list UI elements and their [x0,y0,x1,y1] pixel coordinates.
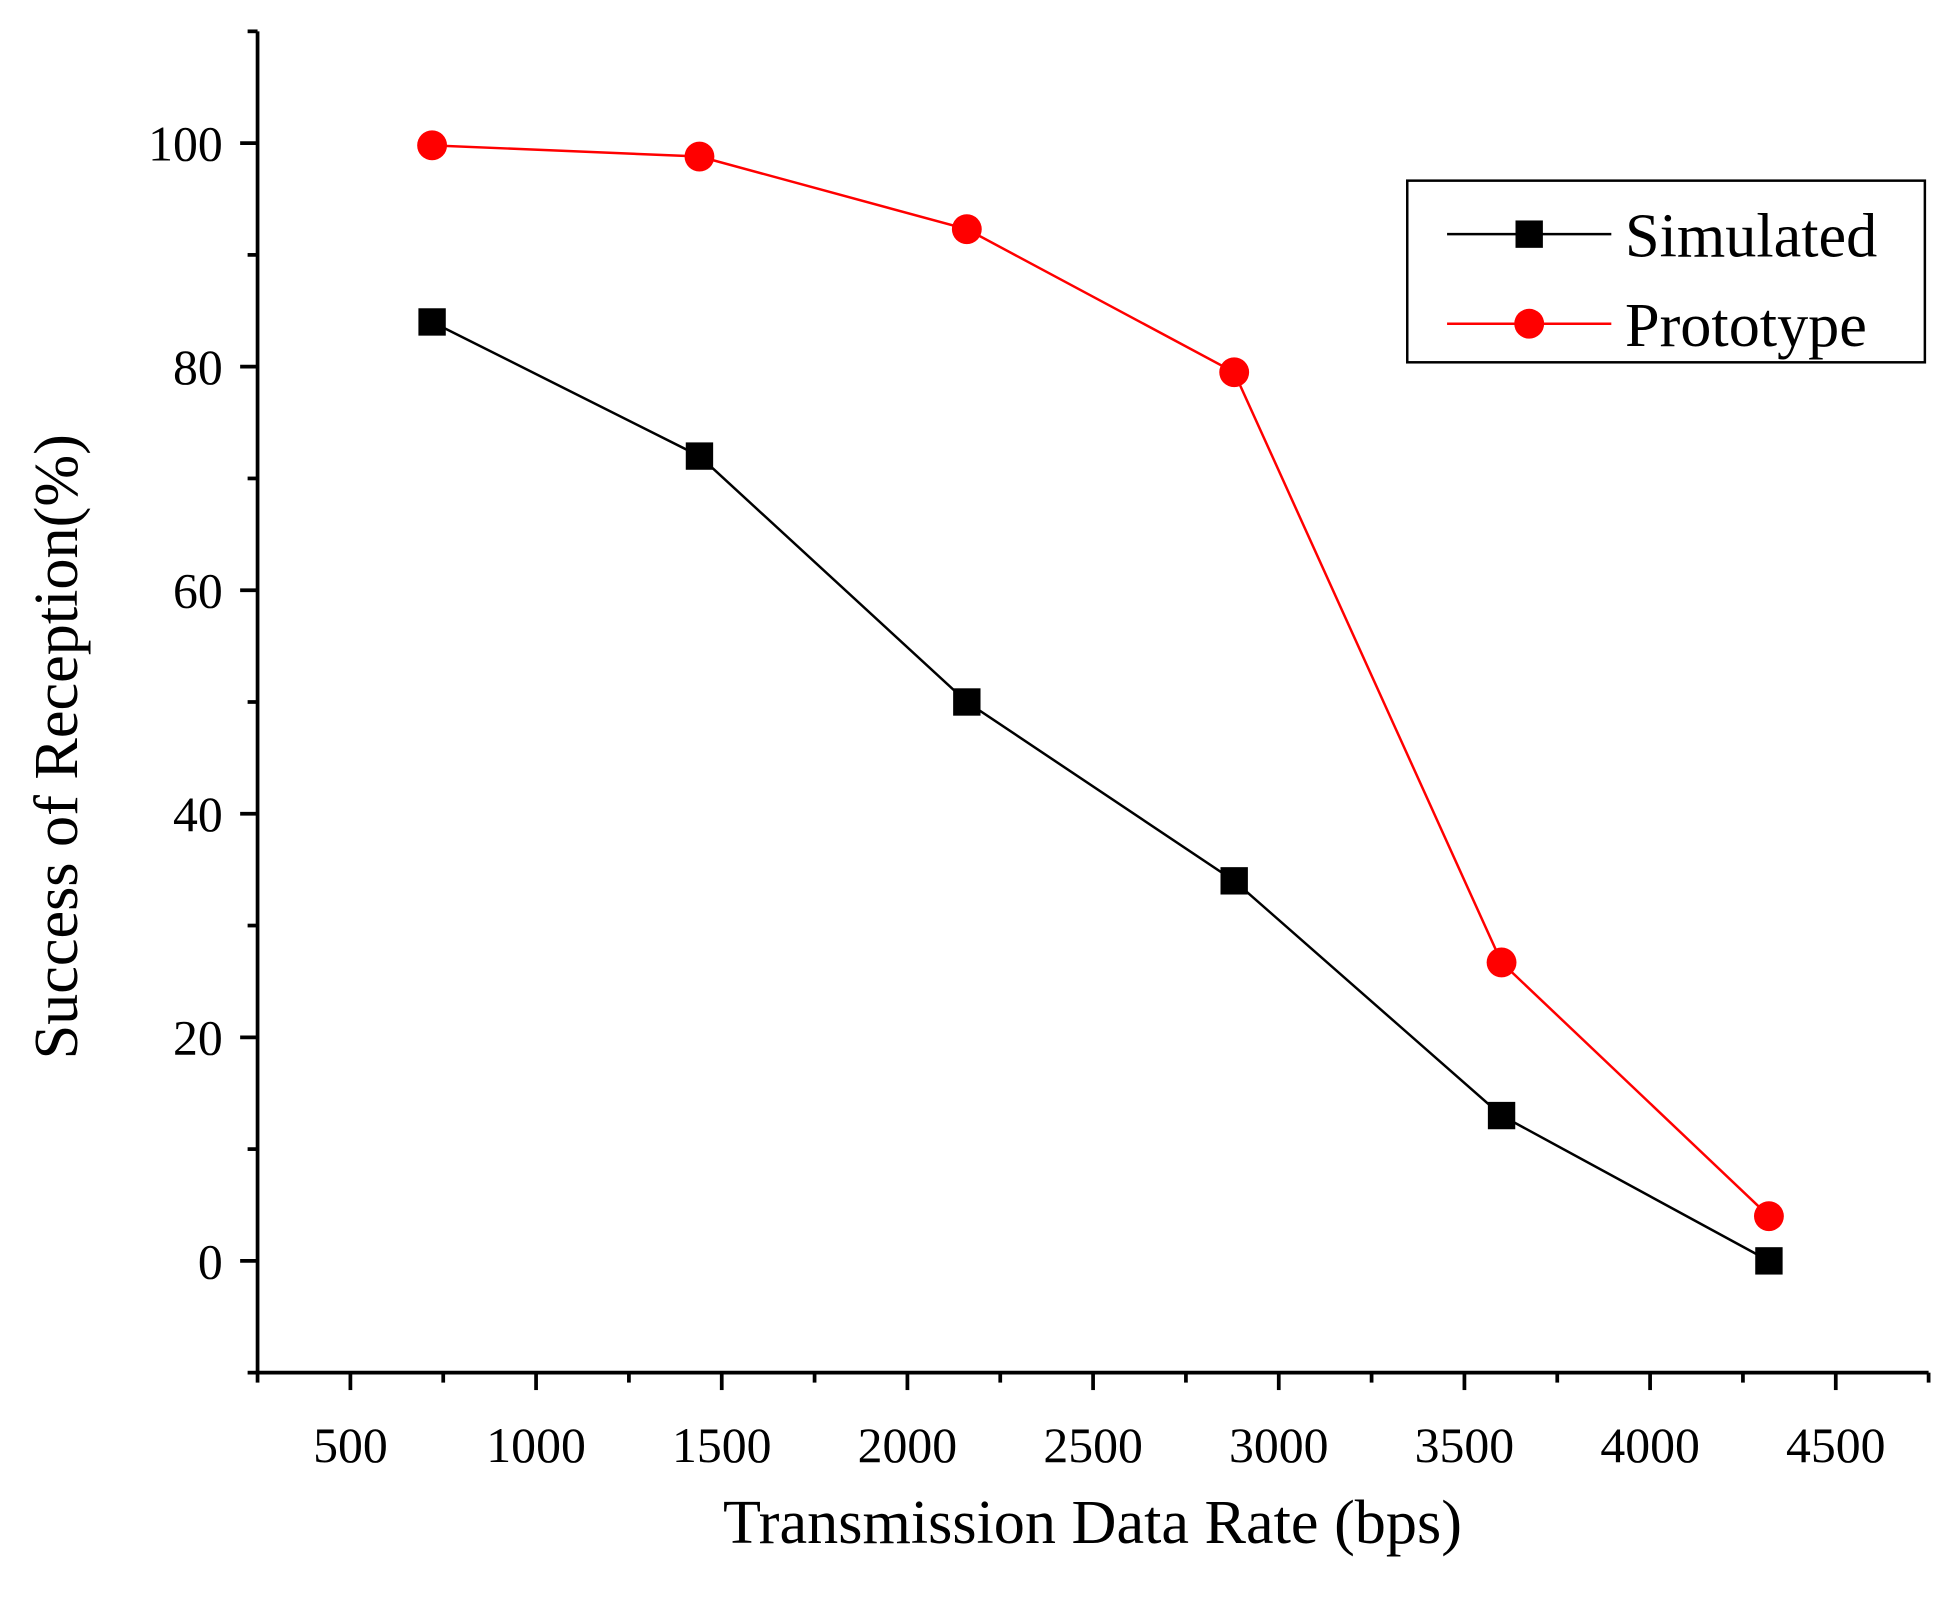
series-line [432,144,1770,1218]
data-point [1753,1201,1784,1232]
legend-box [1406,179,1927,364]
y-tick-label: 60 [173,564,223,619]
ticks: 500 1000 1500 2000 2500 3000 3500 4000 4500 0 20 40… [148,29,1931,1473]
x-tick-label: 2000 [858,1418,958,1473]
data-point [953,688,981,716]
x-tick-label: 1500 [672,1418,772,1473]
series-prototype [417,130,1784,1232]
x-tick-label: 1000 [486,1418,586,1473]
legend-label: Simulated [1625,203,1877,271]
legend-marker [1515,220,1543,248]
y-tick-label: 40 [173,787,223,842]
y-tick-label: 100 [148,117,223,172]
data-point [684,141,715,172]
x-tick-label: 4500 [1786,1418,1886,1473]
y-tick-label: 80 [173,340,223,395]
data-point [1486,947,1517,978]
data-point [1487,1101,1516,1130]
data-point [685,442,714,470]
x-axis-label: Transmission Data Rate (bps) [723,1489,1462,1557]
y-axis-label: Success of Reception(%) [23,434,91,1059]
series-simulated [418,308,1783,1275]
legend-label: Prototype [1625,292,1867,360]
series-line [431,320,1770,1262]
x-tick-label: 3000 [1229,1418,1329,1473]
data-point [418,308,446,336]
series-layer [417,130,1784,1275]
data-point [1755,1247,1783,1275]
legend-marker [1514,308,1545,339]
x-tick-label: 3500 [1415,1418,1515,1473]
y-tick-label: 0 [198,1234,223,1289]
x-tick-label: 500 [313,1418,388,1473]
data-point [1219,357,1250,388]
data-point [951,214,982,245]
x-tick-label: 2500 [1043,1418,1143,1473]
data-point [1220,867,1248,895]
data-point [417,130,448,161]
legend: Simulated Prototype [1406,179,1927,364]
y-tick-label: 20 [173,1011,223,1066]
x-tick-label: 4000 [1600,1418,1700,1473]
